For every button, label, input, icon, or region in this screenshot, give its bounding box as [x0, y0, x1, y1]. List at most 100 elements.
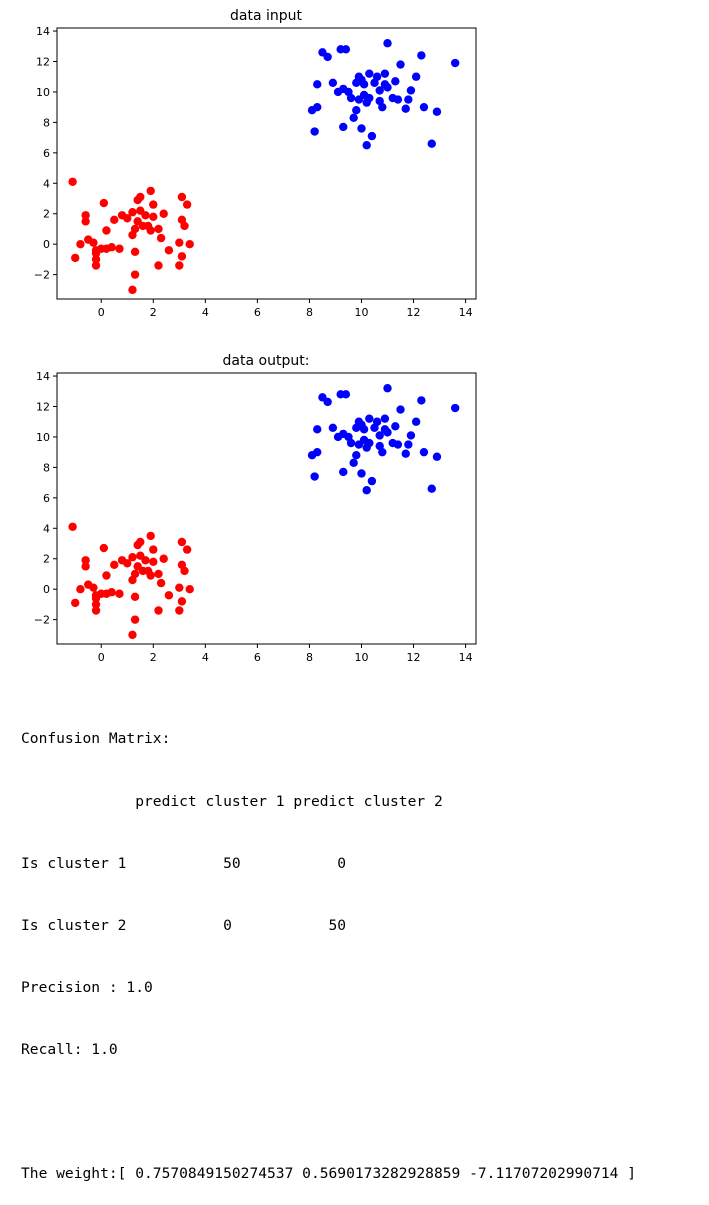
scatter-point-red [130, 270, 140, 279]
x-tick-label: 10 [354, 651, 368, 664]
scatter-point-blue [427, 484, 436, 493]
scatter-point-blue [362, 486, 371, 495]
scatter-point-blue [367, 476, 377, 486]
x-tick-label: 12 [407, 651, 421, 664]
plot-marks [68, 384, 460, 640]
scatter-point-blue [393, 440, 403, 449]
scatter-point-red [91, 255, 101, 264]
scatter-point-blue [419, 447, 429, 457]
scatter-point-blue [313, 80, 322, 89]
x-tick-label: 12 [407, 306, 421, 319]
plot-frame [56, 27, 477, 300]
scatter-point-blue [378, 102, 387, 112]
output-line-precision: Precision : 1.0 [21, 978, 153, 996]
scatter-point-red [141, 211, 150, 220]
scatter-point-blue [323, 397, 332, 407]
scatter-point-blue [391, 422, 400, 431]
y-tick-label: 8 [43, 461, 50, 474]
scatter-point-blue [396, 405, 405, 414]
scatter-point-red [164, 591, 174, 600]
y-tick-label: 2 [43, 208, 50, 221]
scatter-point-blue [328, 423, 338, 433]
scatter-point-red [177, 597, 187, 606]
scatter-point-blue [393, 95, 403, 104]
plot-frame [56, 372, 477, 645]
scatter-point-red [154, 224, 163, 234]
x-tick-label: 8 [306, 306, 313, 319]
x-tick-label: 0 [98, 651, 105, 664]
scatter-point-red [123, 214, 132, 223]
scatter-point-blue [349, 113, 358, 123]
scatter-point-red [146, 531, 155, 541]
output-line-confusion-header: Confusion Matrix: [21, 730, 171, 748]
y-tick-label: 0 [43, 583, 50, 596]
scatter-plot-input-svg: data input 0 2 4 6 8 10 12 14 −2 0 2 4 6 8 10 12 14 [34, 8, 477, 319]
scatter-point-red [68, 522, 77, 531]
scatter-point-red [128, 208, 137, 217]
scatter-point-blue [346, 93, 356, 103]
output-line-row-2: Is cluster 2 0 50 [21, 916, 347, 934]
scatter-plot-input: data input 0 2 4 6 8 10 12 14 −2 0 2 4 6 8 10 12 14 [0, 0, 500, 330]
y-tick-label: 0 [43, 238, 50, 251]
x-tick-label: 4 [202, 306, 209, 319]
scatter-point-red [123, 559, 132, 568]
scatter-point-blue [383, 83, 392, 92]
scatter-point-red [128, 553, 137, 562]
scatter-point-red [71, 253, 80, 263]
y-tick-label: 10 [36, 431, 50, 444]
scatter-point-blue [365, 93, 374, 103]
scatter-point-red [91, 600, 101, 609]
scatter-point-red [185, 239, 194, 249]
plot-title: data output: [223, 353, 310, 369]
y-tick-label: 8 [43, 116, 50, 129]
y-tick-label: −2 [34, 269, 50, 282]
scatter-point-blue [396, 60, 405, 69]
scatter-point-red [81, 562, 90, 571]
scatter-point-blue [380, 69, 390, 78]
console-output: Confusion Matrix: predict cluster 1 pred… [21, 688, 636, 1205]
scatter-point-red [110, 560, 119, 570]
scatter-point-red [149, 545, 158, 554]
scatter-point-blue [365, 69, 374, 78]
output-line-row-1: Is cluster 1 50 0 [21, 854, 347, 872]
y-tick-label: 4 [43, 522, 50, 535]
scatter-point-blue [411, 417, 421, 426]
scatter-point-red [180, 566, 189, 576]
scatter-plot-output-svg: data output: 0 2 4 6 8 10 12 14 −2 0 2 4 6 8 10 12 14 [34, 353, 477, 664]
y-tick-label: 14 [36, 25, 50, 38]
scatter-point-red [149, 557, 158, 566]
scatter-point-red [99, 198, 109, 208]
scatter-point-red [177, 252, 187, 261]
x-tick-label: 0 [98, 306, 105, 319]
scatter-point-red [102, 571, 111, 580]
scatter-point-blue [339, 122, 348, 132]
scatter-point-blue [313, 425, 322, 434]
plot-axes: 0 2 4 6 8 10 12 14 −2 0 2 4 6 8 10 12 14 [34, 25, 477, 319]
scatter-point-red [149, 212, 158, 221]
scatter-point-blue [380, 414, 390, 423]
scatter-point-blue [383, 39, 392, 48]
scatter-point-blue [352, 451, 361, 460]
y-tick-label: 12 [36, 400, 50, 413]
scatter-point-red [76, 239, 85, 249]
scatter-point-blue [378, 447, 387, 457]
x-tick-label: 6 [254, 651, 261, 664]
scatter-point-blue [401, 104, 410, 113]
scatter-point-red [110, 215, 119, 225]
x-tick-label: 2 [150, 651, 157, 664]
scatter-point-red [154, 606, 163, 615]
scatter-point-red [130, 224, 140, 234]
scatter-point-red [89, 583, 98, 592]
scatter-point-blue [359, 80, 369, 89]
scatter-point-red [182, 545, 192, 554]
y-tick-label: −2 [34, 614, 50, 627]
scatter-point-red [182, 200, 192, 209]
scatter-point-red [130, 247, 140, 257]
scatter-point-blue [367, 131, 377, 141]
scatter-point-blue [404, 95, 413, 104]
scatter-point-red [177, 192, 187, 202]
scatter-point-blue [417, 396, 426, 405]
y-tick-label: 4 [43, 177, 50, 190]
scatter-point-blue [375, 431, 384, 440]
scatter-point-blue [417, 51, 426, 60]
